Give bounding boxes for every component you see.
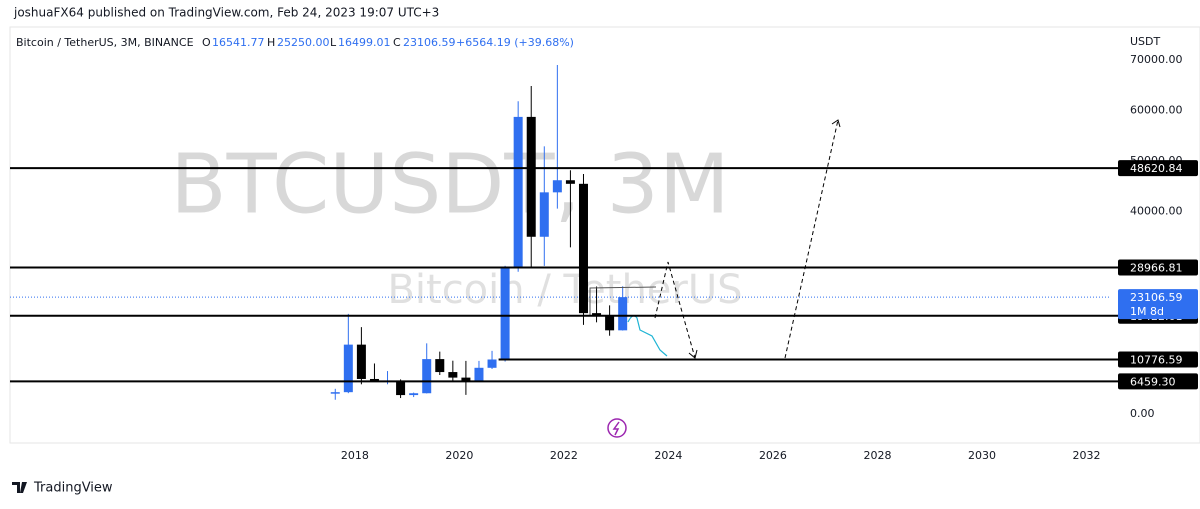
change: +6564.19 (+39.68%) [456,36,574,49]
candle-body [461,377,471,382]
open: 16541.77 [212,36,265,49]
y-tick-label: 60000.00 [1130,104,1183,117]
x-tick-label: 2028 [863,449,891,462]
candle-body [552,180,562,193]
event-circle [607,418,627,438]
y-tick-label: 40000.00 [1130,205,1183,218]
level-label-box [1118,259,1198,276]
level-label: 10776.59 [1130,353,1183,366]
candle-body [565,180,575,184]
level-label-box [1118,160,1198,177]
candle-body [356,344,366,379]
level-label: 28966.81 [1130,261,1183,274]
candle-body [474,367,484,382]
candle-body [422,359,432,394]
watermark-ticker: BTCUSDT, 3M [170,137,729,232]
last-price-label: 23106.59 [1130,291,1183,304]
candle-body [500,267,510,360]
level-label-box [1118,373,1198,390]
legend: Bitcoin / TetherUS, 3M, BINANCE O 16541.… [16,36,574,49]
open-key: O [202,36,211,49]
level-label: 48620.84 [1130,162,1183,175]
dashed-arrow [654,261,696,359]
chart-frame [9,26,1200,444]
last-price-box [1118,289,1198,320]
candle-body [435,359,445,373]
arrow-head [831,119,841,128]
event-icon [607,418,627,438]
level-label: 6459.30 [1130,375,1176,388]
close: 23106.59 [403,36,456,49]
x-tick-label: 2024 [654,449,682,462]
arrow-head [688,349,698,359]
x-tick-label: 2032 [1072,449,1100,462]
candle-body [605,315,615,331]
high: 25250.00 [277,36,330,49]
brand: TradingView [33,481,113,496]
dashed-arrow [784,119,839,359]
logo-mark [12,482,27,493]
x-tick-label: 2022 [550,449,578,462]
level-label-box [1118,351,1198,368]
candle-body [526,116,536,237]
candle-body [513,116,523,268]
low-key: L [330,36,337,49]
candle-body [618,297,628,331]
high-key: H [267,36,275,49]
candle-body [343,344,353,393]
candle-body [578,183,588,314]
y-tick-label: 0.00 [1130,407,1155,420]
candle-body [592,313,602,316]
low: 16499.01 [338,36,391,49]
publisher: joshuaFX64 published on TradingView.com,… [13,6,439,20]
candle-body [487,359,497,368]
candle-body [539,192,549,237]
plot [10,65,1110,400]
candle-body [330,392,340,394]
watermark-name: Bitcoin / TetherUS [387,267,742,313]
logo: TradingView [12,481,113,496]
y-tick-label: 70000.00 [1130,53,1183,66]
currency: USDT [1130,35,1161,48]
x-tick-label: 2018 [341,449,369,462]
close-key: C [393,36,401,49]
symbol: Bitcoin / TetherUS, 3M, BINANCE [16,36,194,49]
candle-body [448,372,458,378]
x-tick-label: 2026 [759,449,787,462]
candle-body [409,393,419,396]
event-bolt [612,421,620,436]
countdown: 1M 8d [1130,305,1164,318]
candle-body [396,380,406,396]
candle-body [369,378,379,382]
x-tick-label: 2030 [968,449,996,462]
range-box [589,286,657,316]
x-tick-label: 2020 [445,449,473,462]
